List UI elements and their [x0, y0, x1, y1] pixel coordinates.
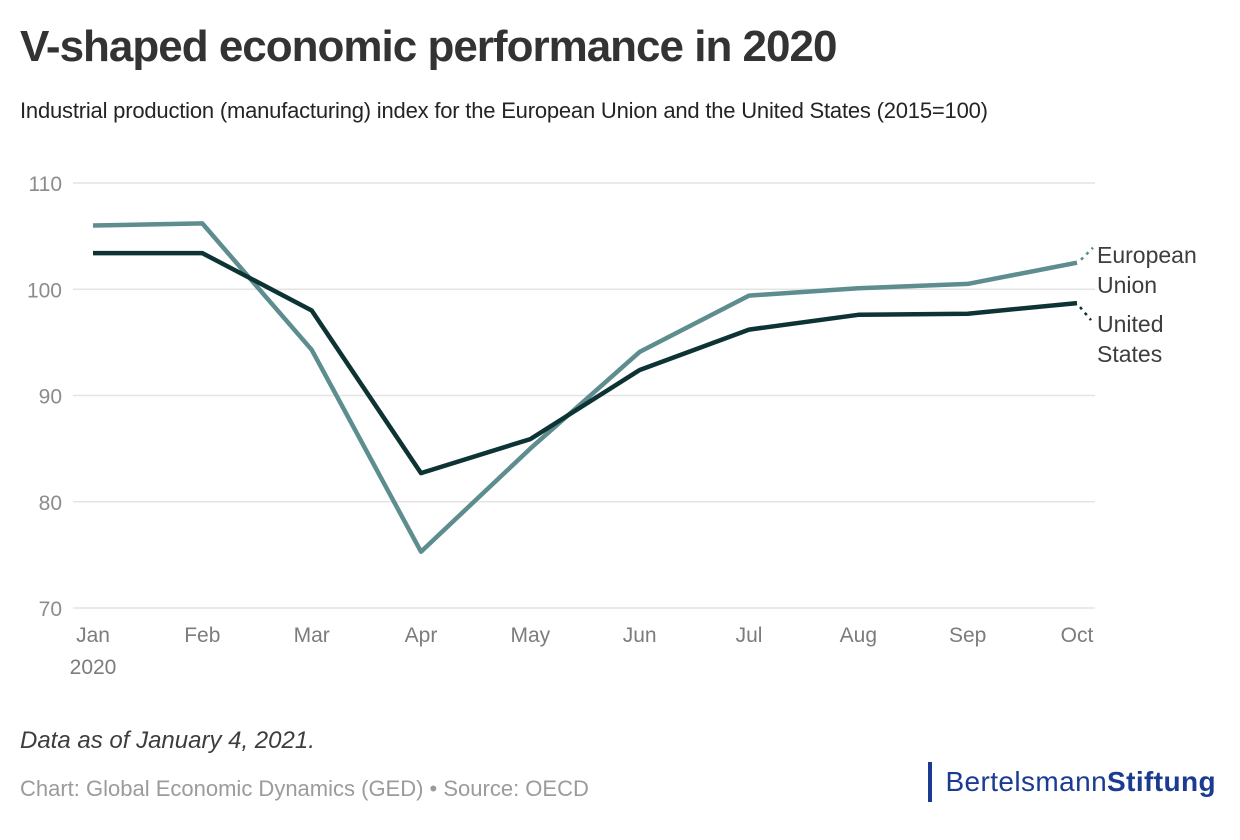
- y-tick-label: 110: [29, 173, 62, 196]
- x-tick-label: Aug: [840, 624, 877, 647]
- page-subtitle: Industrial production (manufacturing) in…: [20, 98, 988, 123]
- united-states-label-connector: [1079, 306, 1092, 321]
- x-tick-label: Feb: [184, 624, 220, 647]
- bertelsmann-stiftung-logo: BertelsmannStiftung: [928, 762, 1216, 802]
- y-tick-label: 70: [39, 598, 62, 621]
- x-tick-label: Mar: [294, 624, 330, 647]
- data-note: Data as of January 4, 2021.: [20, 727, 315, 754]
- chart-source-credit: Chart: Global Economic Dynamics (GED) • …: [20, 776, 589, 801]
- series-label-european-union: European Union: [1097, 242, 1197, 298]
- x-tick-label: Jul: [736, 624, 763, 647]
- x-tick-label: May: [510, 624, 550, 647]
- logo-text-regular: Bertelsmann: [945, 766, 1108, 797]
- x-tick-label: Sep: [949, 624, 986, 647]
- line-chart: 110 100 90 80 70 Jan 2020 Feb Mar Apr May Jun Jul Aug…: [27, 173, 1095, 679]
- y-tick-label: 100: [27, 279, 62, 302]
- x-tick-label: Jan: [76, 624, 110, 647]
- x-tick-label: Apr: [405, 624, 438, 647]
- logo-bar-icon: [928, 762, 933, 802]
- logo-text: BertelsmannStiftung: [945, 766, 1216, 798]
- series-label-united-states: United States: [1097, 311, 1164, 367]
- x-year-label: 2020: [70, 656, 117, 679]
- x-tick-label: Jun: [623, 624, 657, 647]
- european-union-line: [92, 221, 1078, 554]
- page-title: V-shaped economic performance in 2020: [20, 22, 837, 71]
- y-tick-label: 80: [39, 492, 62, 515]
- united-states-line: [93, 250, 1078, 476]
- y-tick-label: 90: [39, 386, 62, 409]
- x-tick-label: Oct: [1061, 624, 1094, 647]
- european-union-label-connector: [1080, 246, 1094, 261]
- logo-text-bold: Stiftung: [1107, 766, 1216, 797]
